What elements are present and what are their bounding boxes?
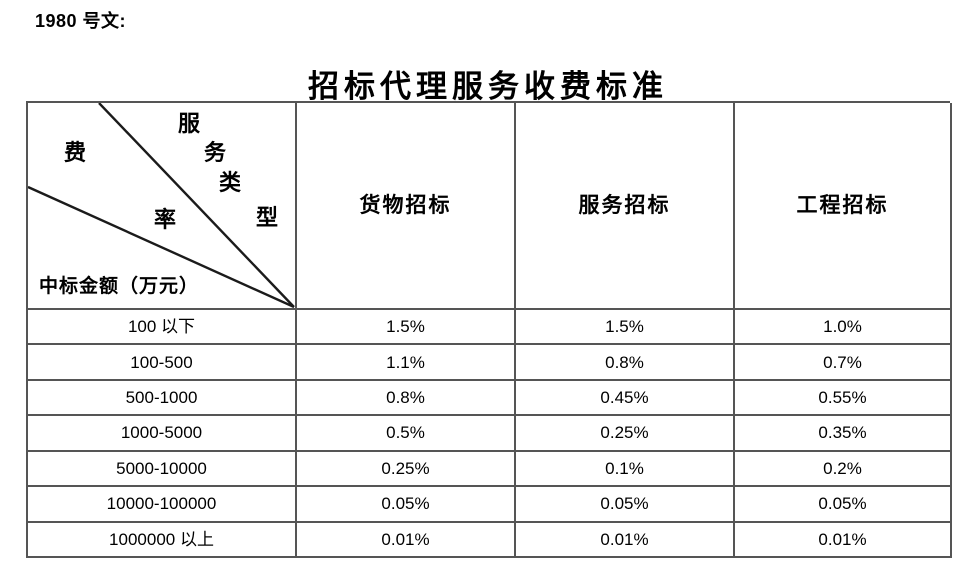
fee-rate-cell: 0.05% (516, 487, 735, 523)
fee-rate-cell: 1.0% (735, 310, 952, 346)
fee-rate-cell: 0.01% (735, 522, 952, 558)
row-range-label: 500-1000 (28, 380, 297, 417)
fee-rate-cell: 0.7% (735, 345, 952, 381)
fee-rate-cell: 0.55% (735, 380, 952, 417)
fee-rate-cell: 0.8% (516, 345, 735, 381)
fee-rate-cell: 0.8% (297, 380, 516, 417)
fee-rate-cell: 0.05% (297, 487, 516, 523)
column-header-goods: 货物招标 (297, 103, 516, 310)
fee-rate-cell: 0.1% (516, 451, 735, 488)
fee-rate-cell: 0.05% (735, 487, 952, 523)
corner-label-service-type-char: 类 (219, 170, 242, 195)
corner-label-service-type-char: 服 (178, 111, 201, 136)
fee-rate-cell: 0.01% (516, 522, 735, 558)
fee-standard-table: 服 务 类 型 费 率 中标金额（万元） 货物招标 服务招标 工程招标 100 … (26, 101, 952, 558)
fee-rate-cell: 0.5% (297, 416, 516, 452)
column-header-service: 服务招标 (516, 103, 735, 310)
fee-rate-cell: 1.1% (297, 345, 516, 381)
corner-label-fee-rate-char: 率 (154, 207, 177, 232)
row-range-label: 10000-100000 (28, 487, 297, 523)
row-range-label: 100-500 (28, 345, 297, 381)
row-range-label: 5000-10000 (28, 451, 297, 488)
fee-rate-cell: 1.5% (516, 310, 735, 346)
fee-rate-cell: 0.25% (516, 416, 735, 452)
column-header-engineering: 工程招标 (735, 103, 952, 310)
corner-label-service-type-char: 型 (256, 205, 279, 230)
corner-header-cell: 服 务 类 型 费 率 中标金额（万元） (28, 103, 297, 310)
row-range-label: 1000-5000 (28, 416, 297, 452)
fee-rate-cell: 0.45% (516, 380, 735, 417)
fee-rate-cell: 0.25% (297, 451, 516, 488)
corner-label-service-type-char: 务 (204, 140, 227, 165)
fee-rate-cell: 0.2% (735, 451, 952, 488)
corner-label-fee-rate-char: 费 (64, 140, 87, 165)
row-range-label: 1000000 以上 (28, 522, 297, 558)
diagonal-divider-lines (28, 103, 295, 308)
fee-rate-cell: 0.01% (297, 522, 516, 558)
corner-label-bid-amount: 中标金额（万元） (39, 276, 200, 297)
row-range-label: 100 以下 (28, 310, 297, 346)
fee-rate-cell: 1.5% (297, 310, 516, 346)
fee-rate-cell: 0.35% (735, 416, 952, 452)
page-title: 招标代理服务收费标准 (308, 68, 668, 104)
document-number-label: 1980 号文: (35, 11, 127, 31)
